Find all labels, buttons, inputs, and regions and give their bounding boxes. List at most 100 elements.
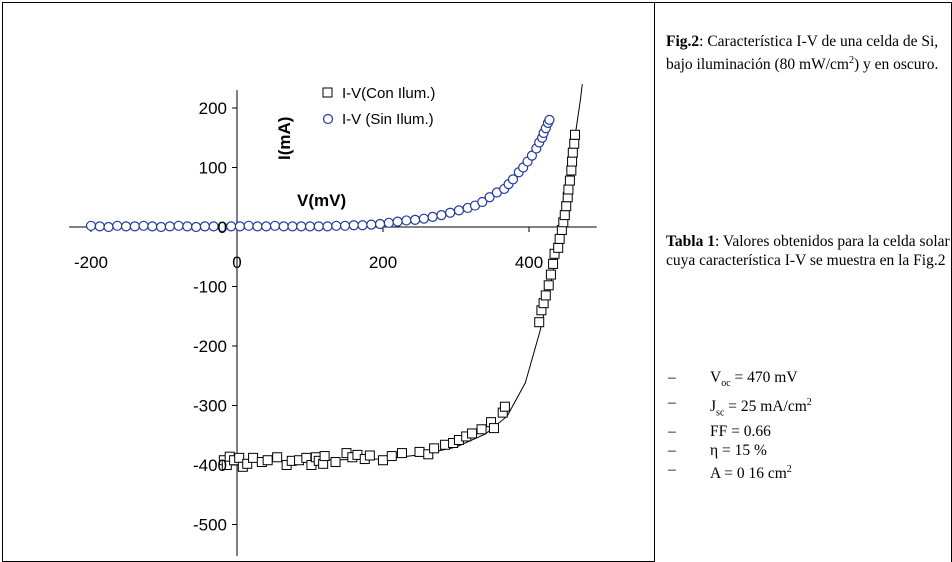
data-point-con-ilum [566,165,577,176]
tick-labels-layer: -200 0 200 400 200 100 0 -100 -200 -300 -400 -500 [74,99,543,535]
data-point-sin-ilum [418,213,429,224]
y-tick-label: -400 [193,456,227,475]
data-point-sin-ilum [287,221,298,232]
x-tick-label: 400 [515,253,543,272]
data-point-con-ilum [364,450,375,461]
data-point-con-ilum [561,201,572,212]
data-point-sin-ilum [304,221,316,232]
data-point-con-ilum [423,449,434,460]
data-point-con-ilum [429,443,440,454]
eta-value: η = 15 % [710,442,767,460]
x-tick-label: 0 [232,253,241,272]
data-point-con-ilum [567,156,578,167]
data-point-sin-ilum [234,221,246,232]
jsc-sup: 2 [806,397,812,409]
data-point-con-ilum [543,280,554,291]
data-point-sin-ilum [173,220,184,231]
legend-label-sin-ilum: I-V (Sin Ilum.) [342,111,434,128]
data-point-con-ilum [548,258,559,269]
bullet-dash: – [668,461,676,479]
bullet-dash: – [668,423,676,441]
data-point-con-ilum [248,452,259,463]
data-point-sin-ilum [269,220,281,231]
data-point-con-ilum [569,138,580,149]
data-point-sin-ilum [85,220,97,231]
data-marks-layer [85,114,580,472]
data-point-con-ilum [554,233,565,244]
jsc-symbol: J [710,398,717,416]
data-point-sin-ilum [436,210,447,221]
data-point-sin-ilum [138,220,149,231]
data-point-sin-ilum [191,221,202,233]
x-axis-title: V(mV) [297,191,346,210]
jsc-sub: sc [716,407,725,419]
data-point-sin-ilum [357,220,368,231]
legend: I-V(Con Ilum.) I-V (Sin Ilum.) [322,85,435,128]
bullet-dash: – [668,369,676,386]
data-point-con-ilum [414,446,425,457]
data-point-sin-ilum [164,221,175,232]
data-point-con-ilum [319,451,330,462]
data-point-sin-ilum [366,219,377,230]
data-point-sin-ilum [182,221,193,232]
iv-chart: -200 0 200 400 200 100 0 -100 -200 -300 -400 -500 V… [69,84,597,556]
data-point-con-ilum [540,290,551,301]
param-ff: – FF = 0.66 [668,422,812,441]
figure-caption-text-end: ) y en oscuro. [853,56,939,74]
area-value: A = 0 16 cm [710,465,787,483]
data-point-sin-ilum [313,221,324,232]
data-point-con-ilum [386,451,397,462]
data-point-sin-ilum [427,211,438,222]
data-point-con-ilum [569,129,580,140]
data-point-sin-ilum [129,221,140,232]
figure-caption: Fig.2: Característica I-V de una celda d… [666,32,951,74]
data-point-sin-ilum [94,221,105,232]
y-axis-title: I(mA) [275,117,294,160]
data-point-sin-ilum [296,221,307,232]
data-point-sin-ilum [401,215,412,226]
data-point-con-ilum [559,210,570,221]
figure-caption-text: : Característica I-V de una celda de Si,… [666,33,939,74]
data-point-con-ilum [499,401,510,412]
data-point-con-ilum [488,423,499,434]
data-point-con-ilum [553,242,564,253]
param-eta: – η = 15 % [668,441,812,460]
voc-symbol: V [710,369,722,386]
legend-marker-sin-ilum [322,113,334,125]
data-point-sin-ilum [484,192,495,203]
data-point-sin-ilum [410,214,421,225]
chart-axes [69,90,597,556]
data-point-sin-ilum [526,150,538,161]
data-point-con-ilum [378,455,388,466]
param-voc: – Voc = 470 mV [668,368,812,393]
y-tick-label: 0 [218,218,227,237]
data-point-sin-ilum [120,221,132,232]
data-point-sin-ilum [507,174,519,185]
data-point-sin-ilum [252,221,263,232]
data-point-sin-ilum [322,221,333,232]
voc-sub: oc [721,378,731,390]
bullet-dash: – [668,442,676,460]
area-sup: 2 [786,464,792,476]
data-point-con-ilum [242,458,253,469]
y-tick-label: -500 [193,516,227,535]
jsc-value: = 25 mA/cm [724,398,807,416]
bullet-dash: – [668,394,676,412]
y-tick-label: -200 [193,337,227,356]
data-point-sin-ilum [261,221,272,232]
data-point-sin-ilum [374,218,386,230]
data-point-con-ilum [396,448,407,459]
data-point-con-ilum [467,428,478,439]
y-tick-label: -300 [193,397,227,416]
data-point-sin-ilum [477,196,488,208]
data-point-con-ilum [567,147,578,158]
data-point-con-ilum [545,269,556,280]
data-point-con-ilum [563,184,574,195]
x-tick-label: -200 [74,253,108,272]
data-point-sin-ilum [339,220,351,231]
data-point-sin-ilum [453,205,465,216]
data-point-con-ilum [534,317,545,328]
data-point-sin-ilum [112,220,123,231]
data-point-sin-ilum [243,220,254,231]
legend-label-con-ilum: I-V(Con Ilum.) [342,85,435,102]
